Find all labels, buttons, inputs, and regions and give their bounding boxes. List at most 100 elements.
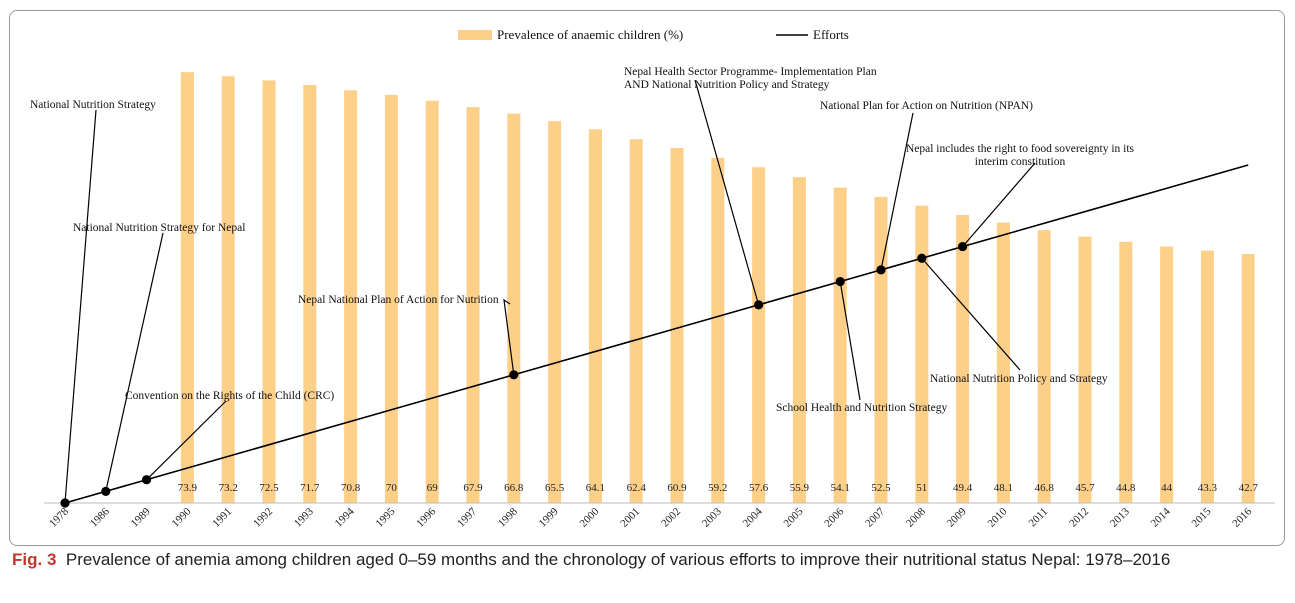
effort-marker-2007 [876,265,886,275]
bar-value-label-2005: 55.9 [790,482,810,494]
bar-value-label-2014: 44 [1161,482,1173,494]
x-tick-1989: 1989 [129,505,153,529]
bar-value-label-2011: 46.8 [1035,482,1055,494]
annotation-1978: National Nutrition Strategy [30,99,156,111]
annotation-1998: Nepal National Plan of Action for Nutrit… [298,294,499,306]
x-tick-2012: 2012 [1067,506,1091,530]
x-tick-2000: 2000 [577,505,601,529]
bar-value-label-2000: 64.1 [586,482,605,494]
bar-2016 [1241,254,1255,503]
bar-value-label-2016: 42.7 [1239,482,1259,494]
bar-value-label-2002: 60.9 [667,482,687,494]
annotation-2007: National Plan for Action on Nutrition (N… [820,100,1033,112]
leader-1986 [105,232,164,492]
bar-2012 [1078,236,1092,503]
x-tick-2010: 2010 [985,505,1009,529]
bar-value-label-1992: 72.5 [259,482,279,494]
x-tick-2009: 2009 [945,505,969,529]
x-tick-1997: 1997 [455,505,479,529]
x-tick-1996: 1996 [414,505,438,529]
bar-value-label-1996: 69 [427,482,439,494]
leader-2009 [962,162,1036,247]
x-tick-2001: 2001 [618,506,642,530]
bar-1991 [221,76,235,503]
bar-2015 [1200,250,1214,503]
x-tick-1995: 1995 [373,505,397,529]
bar-2005 [792,177,806,503]
x-tick-2016: 2016 [1230,505,1254,529]
bar-value-label-2001: 62.4 [627,482,647,494]
x-tick-1991: 1991 [210,506,234,530]
bars-group [180,72,1255,504]
annotation-2004-line2: AND National Nutrition Policy and Strate… [624,79,830,91]
x-tick-1994: 1994 [333,505,357,529]
bar-value-label-1994: 70.8 [341,482,361,494]
x-tick-2003: 2003 [700,505,724,529]
effort-marker-2009 [958,241,968,252]
bar-1990 [180,72,194,504]
effort-marker-1998 [509,370,519,380]
bar-1997 [466,107,480,503]
bar-2010 [996,222,1010,503]
leader-1998 [503,298,515,375]
x-tick-1998: 1998 [496,505,520,529]
x-tick-2011: 2011 [1027,506,1051,530]
bar-2014 [1160,246,1174,504]
x-tick-1992: 1992 [251,506,275,530]
bar-value-label-2007: 52.5 [871,482,891,494]
annotations-group: National Nutrition Strategy National Nutr… [30,66,1135,414]
bar-value-label-1999: 65.5 [545,482,565,494]
figure-caption: Fig. 3 Prevalence of anemia among childr… [12,549,1282,571]
bar-1993 [303,84,317,503]
bar-2007 [874,196,888,504]
bar-1996 [425,100,439,503]
leader-2007 [880,112,914,271]
legend-line-label: Efforts [813,27,849,42]
leader-2008 [921,257,1021,371]
annotation-1986: National Nutrition Strategy for Nepal [73,222,245,234]
bar-value-label-1997: 67.9 [463,482,483,494]
x-tick-2004: 2004 [741,505,765,529]
annotation-1989: Convention on the Rights of the Child (C… [125,390,334,402]
effort-marker-2006 [835,276,845,287]
bar-1995 [384,94,398,504]
x-tick-2002: 2002 [659,506,683,530]
bar-1992 [262,80,276,503]
bar-2011 [1037,230,1051,503]
annotation-leaders-group [64,79,1036,504]
anemia-efforts-chart: Prevalence of anaemic children (%) Effor… [30,27,1275,530]
annotation-2008: National Nutrition Policy and Strategy [930,373,1108,385]
effort-marker-1989 [142,475,152,485]
annotation-2004: Nepal Health Sector Programme- Implement… [624,66,877,78]
effort-marker-1978 [60,498,70,508]
bar-2003 [711,157,725,503]
bar-value-label-2004: 57.6 [749,482,769,494]
x-tick-2007: 2007 [863,505,887,529]
effort-marker-2008 [917,253,927,263]
bar-2001 [629,139,643,503]
bar-value-label-2008: 51 [916,482,927,494]
x-tick-1999: 1999 [537,505,561,529]
caption-text: Prevalence of anemia among children aged… [65,550,1171,569]
leader-1978 [64,109,97,504]
bar-value-label-1995: 70 [386,482,398,494]
x-tick-1990: 1990 [169,505,193,529]
bar-value-label-1998: 66.8 [504,482,524,494]
x-tick-2015: 2015 [1189,505,1213,529]
bar-value-label-2012: 45.7 [1075,482,1095,494]
caption-label: Fig. 3 [12,550,57,569]
bar-value-label-1991: 73.2 [219,482,238,494]
bar-2000 [588,129,602,503]
x-tick-2014: 2014 [1149,505,1173,529]
bar-value-label-1990: 73.9 [178,482,198,494]
leader-2004 [694,79,760,306]
value-labels-group: 73.9 73.2 72.5 71.7 70.8 70 69 67.9 66.8 65.5 64.1… [178,482,1259,494]
efforts-line [64,164,1249,504]
bar-1999 [548,121,562,503]
x-tick-1978: 1978 [47,505,71,529]
x-tick-2008: 2008 [904,505,928,529]
x-tick-1986: 1986 [88,505,112,529]
bar-value-label-2015: 43.3 [1198,482,1218,494]
leader-2006 [839,281,861,401]
annotation-2009: Nepal includes the right to food soverei… [906,143,1135,155]
